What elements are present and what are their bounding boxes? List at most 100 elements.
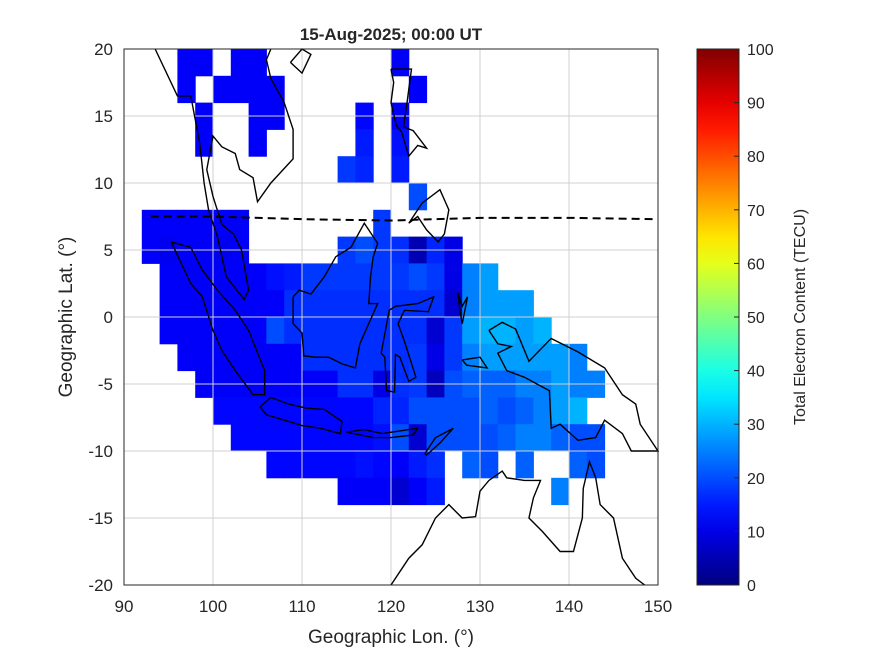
y-tick-label: -5 [98, 375, 113, 394]
tec-cell [444, 317, 463, 345]
tec-cell [444, 424, 463, 452]
tec-cell [177, 75, 196, 104]
tec-cell [266, 424, 285, 452]
tec-cell [497, 424, 517, 452]
x-tick-label: 150 [644, 597, 672, 616]
tec-cell [480, 451, 499, 479]
colorbar-tick-label: 70 [747, 203, 765, 220]
tec-cell [319, 317, 339, 345]
tec-cell [569, 397, 588, 425]
x-tick-label: 100 [199, 597, 227, 616]
y-tick-label: -10 [88, 442, 113, 461]
tec-cell [159, 317, 178, 345]
tec-cell [337, 263, 356, 291]
tec-cell [284, 451, 303, 479]
tec-cell [426, 263, 445, 291]
tec-cell [141, 209, 161, 238]
x-tick-label: 130 [466, 597, 494, 616]
tec-cell [480, 290, 499, 318]
coastline-australia [390, 459, 646, 586]
colorbar [696, 48, 740, 586]
tec-cell [177, 49, 196, 77]
tec-cell [302, 451, 321, 479]
tec-cell [266, 290, 285, 318]
tec-cell [515, 343, 534, 372]
coastline-mindanao [408, 188, 450, 244]
tec-cell [319, 397, 339, 425]
x-tick-label: 90 [115, 597, 134, 616]
tec-cell [355, 343, 374, 372]
tec-cell [337, 290, 356, 318]
tec-cell [373, 477, 392, 506]
y-tick-label: 15 [94, 107, 113, 126]
tec-cell [284, 424, 303, 452]
tec-cell [213, 343, 232, 372]
tec-cell [444, 343, 463, 372]
tec-cell [195, 317, 214, 345]
tec-cell [355, 156, 374, 184]
tec-cell [248, 49, 267, 77]
tec-cell [248, 263, 267, 291]
coastline-halmahera [457, 292, 469, 324]
tec-cell [248, 343, 267, 372]
tec-cell [302, 424, 321, 452]
tec-cell [515, 317, 534, 345]
y-axis-label: Geographic Lat. (°) [56, 237, 77, 398]
tec-cell [213, 290, 232, 318]
tec-cell [408, 317, 428, 345]
tec-cell [515, 424, 534, 452]
tec-cell [302, 263, 321, 291]
y-tick-label: 10 [94, 174, 113, 193]
tec-cell [426, 451, 445, 479]
tec-cell [391, 451, 410, 479]
tec-cell [408, 75, 428, 104]
tec-cell [355, 451, 374, 479]
tec-cell [319, 290, 339, 318]
colorbar-tick-label: 20 [747, 471, 765, 488]
tec-cell [408, 397, 428, 425]
tec-cell [462, 451, 481, 479]
tec-cell [302, 290, 321, 318]
tec-cell [426, 317, 445, 345]
tec-cell [515, 451, 534, 479]
tec-cell [213, 263, 232, 291]
coastline-timor [424, 427, 454, 456]
tec-cell [426, 343, 445, 372]
colorbar-tick-label: 90 [747, 96, 765, 113]
colorbar-tick-label: 80 [747, 149, 765, 166]
tec-cell [177, 343, 196, 372]
tec-cell [426, 290, 445, 318]
tec-cells [141, 49, 606, 506]
tec-cell [213, 397, 232, 425]
colorbar-label: Total Electron Content (TECU) [792, 209, 809, 425]
y-tick-label: -15 [88, 509, 113, 528]
tec-cell [213, 75, 232, 104]
tec-cell [391, 129, 410, 157]
tec-cell [337, 156, 356, 184]
tec-cell [230, 317, 250, 345]
tec-cell [551, 424, 570, 452]
tec-cell [462, 424, 481, 452]
tec-cell [480, 424, 499, 452]
coastlines [154, 48, 660, 586]
tec-cell [355, 477, 374, 506]
coastline-borneo [292, 221, 379, 369]
colorbar-tick-label: 10 [747, 524, 765, 541]
x-tick-label: 110 [288, 597, 315, 616]
tec-cell [551, 477, 570, 506]
tec-cell [230, 209, 250, 238]
colorbar-tick-label: 30 [747, 417, 765, 434]
tec-cell [355, 263, 374, 291]
colorbar-tick-label: 60 [747, 256, 765, 273]
tec-cell [373, 451, 392, 479]
tec-cell [408, 263, 428, 291]
tec-cell [426, 477, 445, 506]
tec-cell [230, 343, 250, 372]
tec-cell [444, 397, 463, 425]
y-tick-label: -20 [88, 576, 113, 595]
tec-cell [195, 343, 214, 372]
colorbar-tick-label: 50 [747, 310, 765, 327]
tec-cell [586, 451, 606, 479]
tec-cell [480, 397, 499, 425]
